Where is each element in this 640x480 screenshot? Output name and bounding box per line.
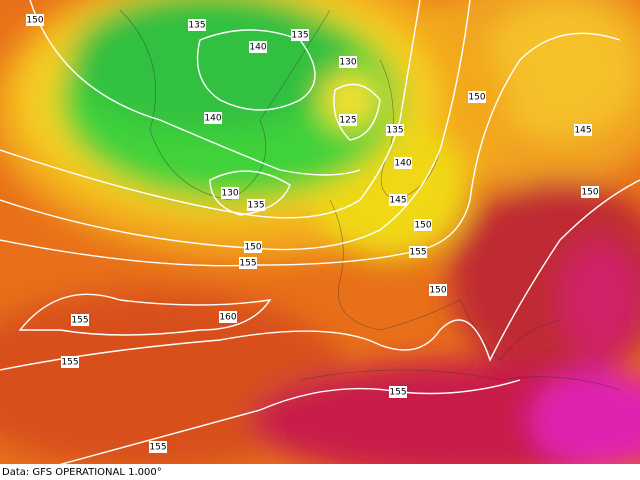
coastlines xyxy=(119,9,621,391)
contour-label: 140 xyxy=(204,114,221,124)
contour-label: 155 xyxy=(71,316,88,326)
label-background xyxy=(394,157,412,169)
label-background xyxy=(574,124,592,136)
label-background xyxy=(414,219,432,231)
contour-label: 145 xyxy=(389,196,406,206)
contour-label: 135 xyxy=(386,126,403,136)
contour-label: 160 xyxy=(219,313,236,323)
contour-label: 135 xyxy=(188,21,205,31)
label-background xyxy=(386,124,404,136)
contour-label: 150 xyxy=(581,188,598,198)
data-source: Data: GFS OPERATIONAL 1.000° xyxy=(2,467,162,478)
contour-label: 145 xyxy=(574,126,591,136)
label-background xyxy=(221,187,239,199)
contour-label: 155 xyxy=(239,259,256,269)
contour-label: 135 xyxy=(291,31,308,41)
contour-label: 150 xyxy=(429,286,446,296)
contour-label: 155 xyxy=(409,248,426,258)
contour-label: 155 xyxy=(61,358,78,368)
label-background xyxy=(244,241,262,253)
contour-label: 140 xyxy=(394,159,411,169)
label-background xyxy=(239,257,257,269)
isohypses xyxy=(0,0,640,371)
label-background xyxy=(204,112,222,124)
label-background xyxy=(389,386,407,398)
contour-label: 150 xyxy=(468,93,485,103)
label-background xyxy=(581,186,599,198)
label-background xyxy=(247,199,265,211)
contour-label: 150 xyxy=(244,243,261,253)
contour-label: 155 xyxy=(389,388,406,398)
label-background xyxy=(149,441,167,453)
contour-label: 150 xyxy=(414,221,431,231)
label-background xyxy=(249,41,267,53)
footer-bar xyxy=(0,464,640,480)
label-background xyxy=(26,14,44,26)
label-background xyxy=(219,311,237,323)
contour-label: 140 xyxy=(249,43,266,53)
label-background xyxy=(429,284,447,296)
label-background xyxy=(188,19,206,31)
contour-label: 135 xyxy=(247,201,264,211)
label-background xyxy=(291,29,309,41)
label-background xyxy=(468,91,486,103)
contour-label: 125 xyxy=(339,116,356,126)
contour-label: 155 xyxy=(149,443,166,453)
label-background xyxy=(71,314,89,326)
contour-label: 150 xyxy=(26,16,43,26)
label-background xyxy=(339,56,357,68)
label-background xyxy=(389,194,407,206)
contour-label: 130 xyxy=(221,189,238,199)
label-background xyxy=(61,356,79,368)
label-background xyxy=(339,114,357,126)
contour-labels: 150 135 140 135 130 140 125 135 150 145 140 130 135 1… xyxy=(26,14,599,453)
label-background xyxy=(409,246,427,258)
contour-label: 130 xyxy=(339,58,356,68)
